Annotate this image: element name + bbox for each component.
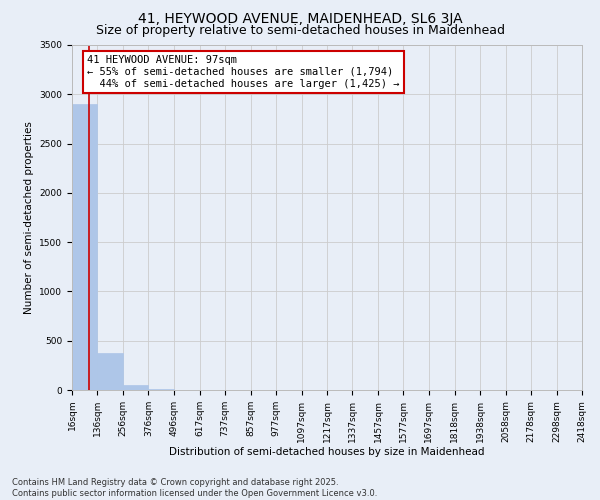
Bar xyxy=(97,353,123,390)
Bar xyxy=(148,389,174,390)
X-axis label: Distribution of semi-detached houses by size in Maidenhead: Distribution of semi-detached houses by … xyxy=(169,448,485,458)
Text: Size of property relative to semi-detached houses in Maidenhead: Size of property relative to semi-detach… xyxy=(95,24,505,37)
Y-axis label: Number of semi-detached properties: Number of semi-detached properties xyxy=(24,121,34,314)
Text: 41, HEYWOOD AVENUE, MAIDENHEAD, SL6 3JA: 41, HEYWOOD AVENUE, MAIDENHEAD, SL6 3JA xyxy=(137,12,463,26)
Text: 41 HEYWOOD AVENUE: 97sqm
← 55% of semi-detached houses are smaller (1,794)
  44%: 41 HEYWOOD AVENUE: 97sqm ← 55% of semi-d… xyxy=(88,56,400,88)
Text: Contains HM Land Registry data © Crown copyright and database right 2025.
Contai: Contains HM Land Registry data © Crown c… xyxy=(12,478,377,498)
Bar xyxy=(72,104,97,390)
Bar xyxy=(123,385,148,390)
